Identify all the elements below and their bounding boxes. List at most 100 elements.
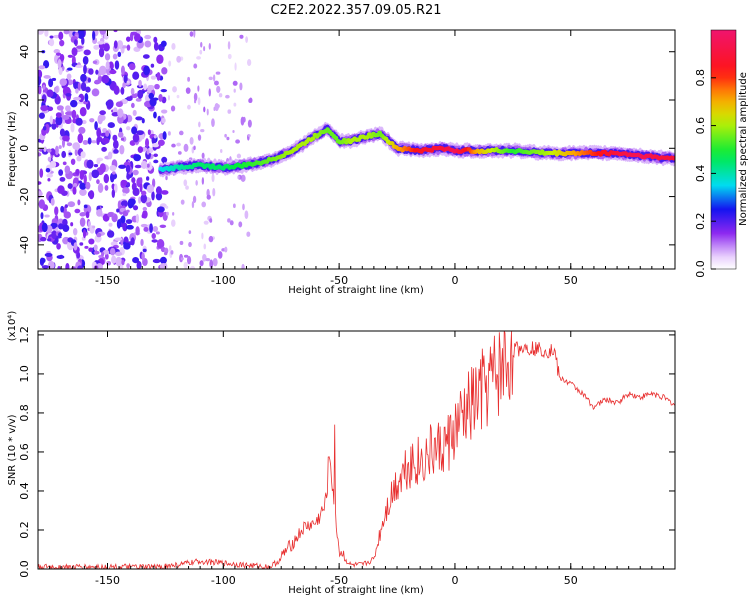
noise-speckle — [161, 96, 167, 104]
noise-speckle — [55, 115, 63, 126]
noise-speckle — [47, 178, 51, 182]
noise-speckle — [125, 164, 131, 173]
noise-speckle — [113, 85, 120, 95]
noise-speckle — [38, 181, 42, 185]
noise-speckle — [232, 130, 235, 134]
noise-speckle — [155, 186, 162, 195]
noise-speckle — [142, 54, 150, 59]
noise-speckle — [136, 130, 144, 136]
noise-speckle — [144, 40, 152, 48]
noise-speckle — [211, 173, 215, 183]
noise-speckle — [108, 222, 113, 227]
noise-speckle — [112, 53, 118, 60]
noise-speckle — [56, 105, 64, 111]
noise-speckle — [82, 140, 89, 145]
noise-speckle — [143, 83, 148, 91]
noise-speckle — [59, 54, 65, 62]
noise-speckle — [59, 176, 66, 182]
noise-speckle — [43, 75, 51, 79]
figure-title: C2E2.2022.357.09.05.R21 — [270, 3, 441, 18]
noise-speckle — [98, 47, 105, 58]
noise-speckle — [201, 177, 205, 185]
noise-speckle — [72, 186, 77, 195]
noise-speckle — [234, 62, 237, 71]
noise-speckle — [87, 220, 91, 227]
noise-speckle — [201, 152, 205, 159]
noise-speckle — [170, 250, 174, 255]
noise-speckle — [126, 263, 130, 269]
noise-speckle — [179, 130, 184, 136]
noise-speckle — [93, 163, 99, 168]
noise-speckle — [79, 188, 87, 196]
noise-speckle — [208, 76, 213, 81]
noise-speckle — [79, 242, 84, 246]
noise-speckle — [233, 88, 236, 93]
noise-speckle — [57, 59, 62, 69]
noise-speckle — [168, 245, 172, 252]
noise-speckle — [107, 151, 113, 160]
noise-speckle — [139, 182, 143, 193]
noise-speckle — [56, 243, 61, 250]
noise-speckle — [140, 160, 148, 169]
noise-speckle — [58, 169, 64, 176]
noise-speckle — [183, 254, 189, 258]
noise-speckle — [81, 36, 85, 45]
noise-speckle — [42, 126, 47, 131]
snr-frame — [37, 330, 676, 570]
noise-speckle — [166, 211, 169, 216]
noise-speckle — [226, 136, 230, 141]
noise-speckle — [104, 253, 109, 260]
noise-speckle — [187, 76, 191, 82]
noise-speckle — [199, 49, 203, 55]
spectrogram-panel: -150 -100 -50 0 50 -40 -20 0 20 40 Height of strai… — [7, 29, 676, 296]
noise-speckle — [147, 129, 151, 136]
noise-speckle — [200, 41, 203, 48]
noise-speckle — [115, 101, 123, 108]
noise-speckle — [224, 246, 228, 253]
noise-speckle — [120, 200, 128, 208]
noise-speckle — [79, 217, 86, 227]
noise-speckle — [212, 258, 218, 267]
noise-speckle — [62, 218, 68, 227]
noise-speckle — [64, 204, 68, 209]
noise-speckle — [143, 65, 150, 76]
noise-speckle — [44, 123, 50, 134]
noise-speckle — [198, 121, 201, 128]
noise-speckle — [88, 238, 95, 245]
noise-speckle — [42, 84, 46, 90]
noise-speckle — [84, 93, 89, 102]
y-scale-label: (x10⁴) — [7, 311, 18, 342]
y-tick-label: 0.0 — [18, 560, 31, 578]
noise-speckle — [220, 149, 223, 153]
noise-speckle — [199, 260, 204, 267]
noise-speckle — [183, 143, 189, 152]
noise-speckle — [192, 195, 197, 204]
noise-speckle — [38, 86, 42, 95]
noise-speckle — [143, 226, 149, 232]
noise-speckle — [112, 139, 119, 149]
noise-speckle — [176, 94, 180, 99]
noise-speckle — [48, 78, 54, 88]
noise-speckle — [94, 121, 98, 131]
noise-speckle — [237, 175, 240, 180]
noise-speckle — [75, 168, 80, 175]
noise-speckle — [156, 206, 165, 213]
noise-speckle — [156, 71, 161, 81]
colorbar-tick-label: 0.6 — [694, 117, 707, 135]
noise-speckle — [114, 60, 120, 70]
noise-speckle — [62, 224, 70, 233]
noise-speckle — [82, 228, 87, 239]
y-tick-label: -40 — [18, 236, 31, 254]
noise-speckle — [54, 85, 59, 94]
noise-speckle — [113, 40, 118, 49]
noise-speckle — [132, 109, 137, 117]
x-tick-label: -100 — [211, 274, 236, 287]
noise-speckle — [110, 172, 118, 180]
noise-speckle — [197, 97, 201, 106]
noise-speckle — [155, 192, 163, 201]
noise-speckle — [81, 120, 87, 125]
ridge-segment — [671, 156, 675, 161]
noise-speckle — [111, 171, 116, 175]
noise-speckle — [92, 60, 98, 64]
noise-speckle — [159, 256, 167, 264]
